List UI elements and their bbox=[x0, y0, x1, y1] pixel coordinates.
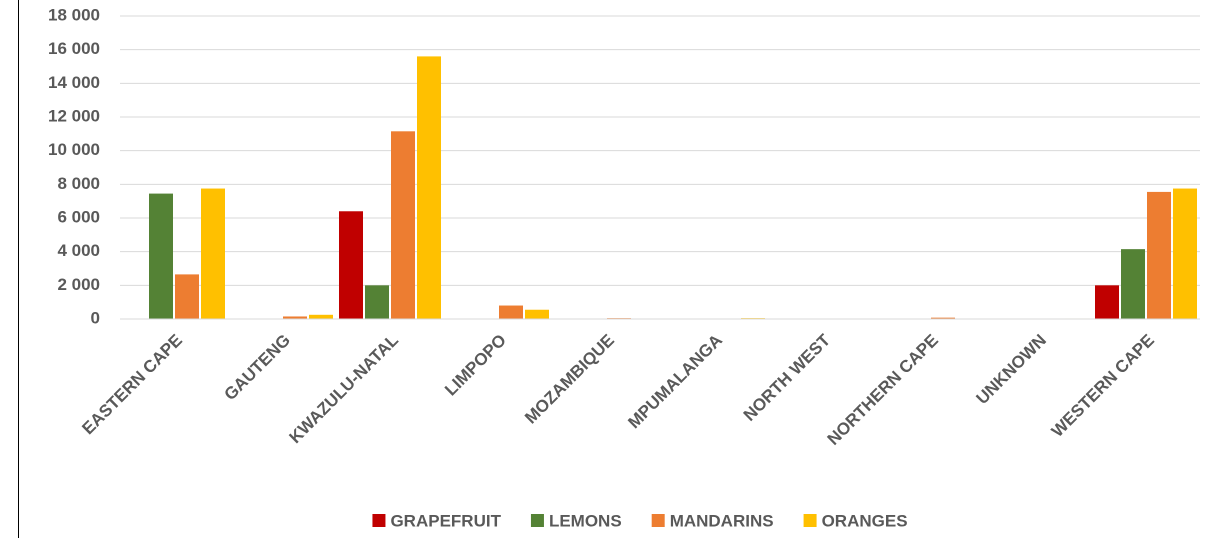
x-tick-label: UNKNOWN bbox=[972, 331, 1050, 409]
x-tick-label: MOZAMBIQUE bbox=[521, 331, 618, 428]
bar bbox=[175, 274, 199, 319]
bar bbox=[339, 211, 363, 319]
x-tick-label: NORTH WEST bbox=[740, 330, 835, 425]
y-tick-label: 12 000 bbox=[48, 106, 100, 125]
y-tick-label: 18 000 bbox=[48, 5, 100, 24]
x-tick-label: GAUTENG bbox=[220, 331, 294, 405]
y-tick-label: 8 000 bbox=[57, 174, 100, 193]
y-tick-label: 10 000 bbox=[48, 140, 100, 159]
y-tick-label: 6 000 bbox=[57, 207, 100, 226]
x-tick-label: WESTERN CAPE bbox=[1048, 331, 1158, 441]
bar bbox=[1173, 188, 1197, 319]
bar bbox=[499, 305, 523, 319]
x-tick-label: LIMPOPO bbox=[441, 331, 510, 400]
bar bbox=[931, 317, 955, 319]
x-tick-label: MPUMALANGA bbox=[624, 331, 726, 433]
bar bbox=[1121, 249, 1145, 319]
legend-swatch bbox=[803, 514, 817, 527]
x-tick-label: EASTERN CAPE bbox=[78, 331, 186, 439]
legend-label: LEMONS bbox=[549, 511, 622, 530]
bar bbox=[149, 193, 173, 319]
bar bbox=[1147, 191, 1171, 319]
y-tick-label: 2 000 bbox=[57, 275, 100, 294]
bar bbox=[525, 309, 549, 319]
y-tick-label: 4 000 bbox=[57, 241, 100, 260]
bar bbox=[391, 131, 415, 319]
legend-label: ORANGES bbox=[822, 511, 908, 530]
bar bbox=[309, 314, 333, 319]
x-tick-label: NORTHERN CAPE bbox=[824, 331, 942, 449]
bar bbox=[417, 56, 441, 320]
legend-swatch bbox=[372, 514, 386, 527]
y-tick-label: 14 000 bbox=[48, 73, 100, 92]
legend-swatch bbox=[530, 514, 544, 527]
legend-swatch bbox=[651, 514, 665, 527]
bar bbox=[283, 316, 307, 319]
bar bbox=[365, 285, 389, 319]
legend-label: MANDARINS bbox=[670, 511, 774, 530]
x-tick-label: KWAZULU-NATAL bbox=[286, 331, 402, 447]
bar bbox=[201, 188, 225, 319]
bar bbox=[1095, 285, 1119, 319]
y-tick-label: 0 bbox=[91, 308, 100, 327]
legend-label: GRAPEFRUIT bbox=[390, 511, 501, 530]
y-tick-label: 16 000 bbox=[48, 39, 100, 58]
